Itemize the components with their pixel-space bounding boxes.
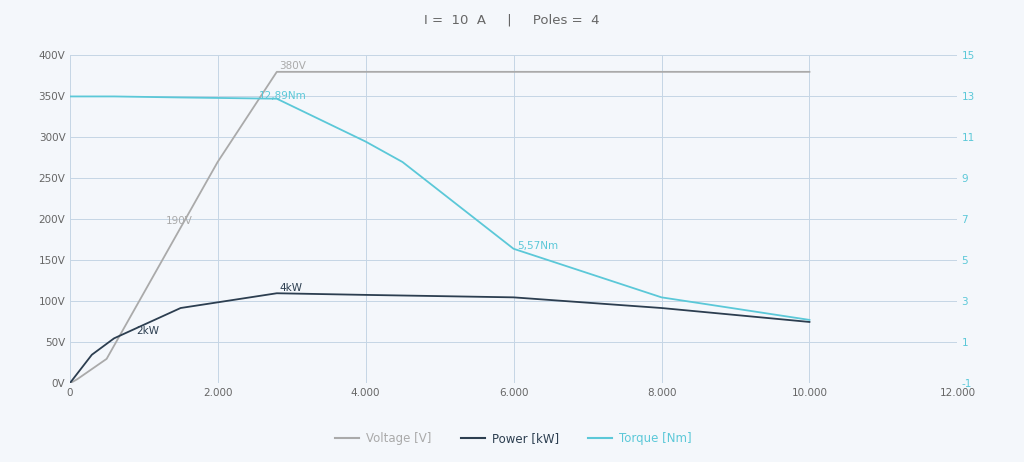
Torque [Nm] <box>63 94 76 99</box>
Text: I =  10  A     |     Poles =  4: I = 10 A | Poles = 4 <box>424 14 600 27</box>
Power [kW] <box>108 335 120 341</box>
Voltage [V] <box>507 69 519 74</box>
Power [kW] <box>359 292 372 298</box>
Voltage [V] <box>174 225 186 231</box>
Text: 2kW: 2kW <box>136 326 159 336</box>
Voltage [V] <box>359 69 372 74</box>
Text: 4kW: 4kW <box>279 283 302 293</box>
Voltage [V] <box>100 356 113 362</box>
Torque [Nm] <box>359 139 372 144</box>
Voltage [V] <box>211 159 223 165</box>
Power [kW] <box>270 291 283 296</box>
Voltage [V] <box>270 69 283 74</box>
Torque [Nm] <box>108 94 120 99</box>
Legend: Voltage [V], Power [kW], Torque [Nm]: Voltage [V], Power [kW], Torque [Nm] <box>331 427 696 450</box>
Text: 190V: 190V <box>166 216 193 225</box>
Voltage [V] <box>655 69 668 74</box>
Text: 12,89Nm: 12,89Nm <box>259 91 307 101</box>
Power [kW] <box>86 352 98 358</box>
Power [kW] <box>63 381 76 386</box>
Torque [Nm] <box>174 95 186 100</box>
Torque [Nm] <box>803 317 815 322</box>
Power [kW] <box>803 319 815 325</box>
Text: 5,57Nm: 5,57Nm <box>517 241 558 251</box>
Torque [Nm] <box>507 246 519 251</box>
Power [kW] <box>507 295 519 300</box>
Torque [Nm] <box>396 159 409 165</box>
Power [kW] <box>655 305 668 311</box>
Line: Voltage [V]: Voltage [V] <box>70 72 809 383</box>
Voltage [V] <box>71 377 83 382</box>
Line: Torque [Nm]: Torque [Nm] <box>70 97 809 320</box>
Torque [Nm] <box>86 94 98 99</box>
Text: 380V: 380V <box>279 61 306 72</box>
Voltage [V] <box>63 381 76 386</box>
Power [kW] <box>174 305 186 311</box>
Voltage [V] <box>803 69 815 74</box>
Torque [Nm] <box>270 96 283 102</box>
Voltage [V] <box>270 69 283 74</box>
Line: Power [kW]: Power [kW] <box>70 293 809 383</box>
Torque [Nm] <box>655 295 668 300</box>
